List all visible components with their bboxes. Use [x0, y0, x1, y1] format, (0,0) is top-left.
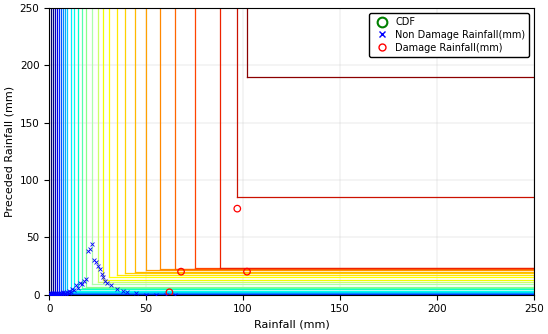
Point	[47, 292, 55, 297]
Point	[47, 292, 55, 297]
Point	[66, 290, 75, 295]
Point	[118, 289, 127, 294]
Point	[47, 292, 55, 297]
Point	[47, 292, 55, 297]
Point	[49, 292, 58, 297]
Point	[95, 267, 104, 272]
Point	[49, 292, 58, 297]
Point	[64, 289, 73, 294]
Point	[97, 271, 106, 277]
Point	[47, 292, 55, 297]
Point	[49, 292, 58, 297]
Point	[103, 281, 112, 286]
Point	[54, 291, 63, 296]
Point	[47, 292, 55, 297]
Point	[47, 292, 55, 297]
Point	[88, 241, 96, 247]
Point	[47, 291, 55, 296]
Point	[59, 292, 67, 297]
Point	[50, 291, 59, 296]
Point	[47, 292, 55, 297]
Legend: CDF, Non Damage Rainfall(mm), Damage Rainfall(mm): CDF, Non Damage Rainfall(mm), Damage Rai…	[369, 13, 529, 57]
Point	[62, 290, 71, 295]
Point	[50, 292, 59, 297]
Point	[85, 246, 94, 252]
Point	[82, 276, 90, 281]
Point	[56, 291, 65, 296]
Point	[70, 287, 79, 293]
Point	[165, 290, 174, 295]
Point	[243, 269, 252, 274]
Point	[122, 290, 131, 295]
Point	[60, 291, 69, 296]
Point	[79, 278, 88, 284]
Point	[101, 278, 110, 284]
Point	[49, 292, 58, 297]
Point	[171, 292, 180, 297]
Point	[53, 292, 61, 297]
Point	[49, 291, 58, 296]
Point	[62, 292, 71, 297]
Point	[60, 292, 69, 297]
Point	[132, 291, 141, 296]
Point	[89, 258, 98, 263]
Point	[53, 292, 61, 297]
Point	[50, 292, 59, 297]
Point	[54, 292, 63, 297]
Point	[49, 292, 58, 297]
Point	[47, 292, 55, 297]
Point	[142, 292, 151, 297]
Point	[47, 292, 55, 297]
Point	[47, 292, 55, 297]
Point	[176, 269, 185, 274]
Point	[50, 292, 59, 297]
Point	[59, 291, 67, 296]
Point	[49, 292, 58, 297]
Point	[47, 292, 55, 297]
Point	[56, 292, 65, 297]
Point	[56, 292, 65, 297]
Point	[49, 291, 58, 296]
Point	[99, 275, 108, 280]
Point	[49, 292, 58, 297]
Point	[84, 248, 93, 254]
X-axis label: Rainfall (mm): Rainfall (mm)	[254, 320, 329, 330]
Point	[59, 290, 67, 295]
Point	[50, 292, 59, 297]
Point	[53, 291, 61, 296]
Point	[47, 292, 55, 297]
Point	[161, 292, 170, 297]
Point	[50, 292, 59, 297]
Point	[233, 206, 242, 211]
Point	[47, 292, 55, 297]
Point	[47, 292, 55, 297]
Point	[53, 292, 61, 297]
Point	[72, 283, 81, 288]
Point	[49, 292, 58, 297]
Point	[93, 263, 102, 269]
Point	[151, 292, 160, 297]
Point	[50, 292, 59, 297]
Point	[47, 292, 55, 297]
Point	[47, 291, 55, 296]
Point	[64, 291, 73, 296]
Point	[47, 292, 55, 297]
Point	[49, 292, 58, 297]
Point	[68, 286, 77, 292]
Point	[92, 260, 100, 265]
Point	[49, 292, 58, 297]
Point	[54, 292, 63, 297]
Point	[113, 286, 122, 292]
Y-axis label: Preceded Rainfall (mm): Preceded Rainfall (mm)	[4, 86, 14, 217]
Point	[107, 283, 116, 288]
Point	[74, 285, 83, 290]
Point	[78, 282, 87, 287]
Point	[76, 281, 84, 286]
Point	[47, 292, 55, 297]
Point	[50, 292, 59, 297]
Point	[54, 292, 63, 297]
Point	[53, 292, 61, 297]
